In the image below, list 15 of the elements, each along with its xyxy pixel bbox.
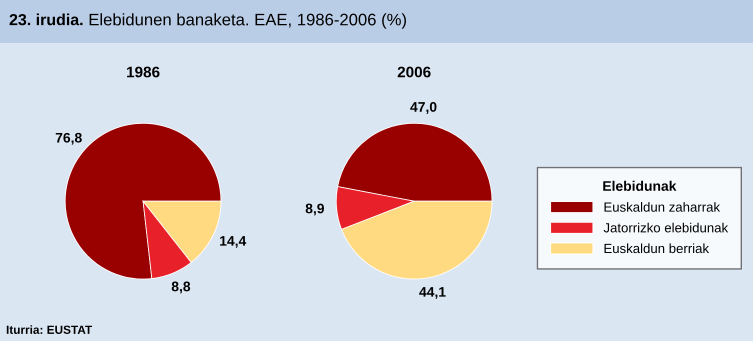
data-label: 76,8: [56, 132, 82, 145]
text: 23. irudia.: [10, 14, 83, 26]
legend-title: Elebidunak: [603, 180, 676, 191]
chart-title: 1986: [127, 66, 160, 78]
data-label: 8,8: [172, 282, 190, 294]
data-label: 47,0: [410, 102, 436, 114]
legend-label: Jatorrizko elebidunak: [604, 222, 728, 232]
legend-label: Euskaldun berriak: [604, 243, 710, 254]
data-label: 8,9: [306, 204, 324, 216]
legend-label: Euskaldun zaharrak: [604, 202, 720, 212]
text: Iturria: EUSTAT: [6, 325, 92, 334]
data-label: 44,1: [419, 287, 446, 299]
data-label: 14,4: [220, 236, 246, 248]
chart-title: 2006: [398, 66, 431, 78]
text: Elebidunen banaketa. EAE, 1986-2006 (%): [90, 13, 406, 29]
